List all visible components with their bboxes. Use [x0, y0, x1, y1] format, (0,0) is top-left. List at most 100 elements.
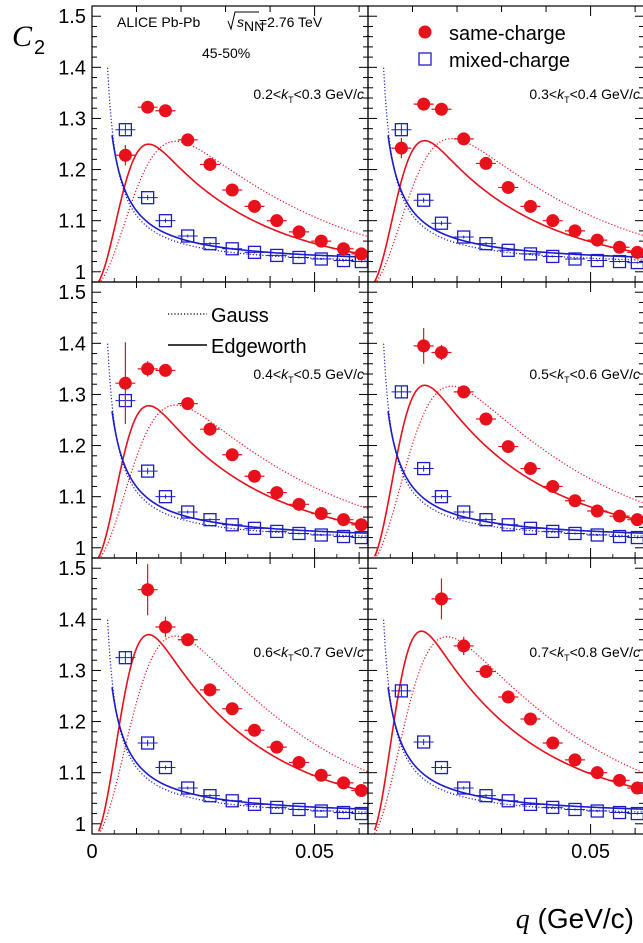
same-charge-point	[479, 664, 493, 678]
same-charge-point	[314, 234, 328, 248]
panel-frame	[91, 557, 369, 835]
panel-plot-area	[97, 342, 368, 558]
panel-plot-area	[97, 67, 368, 282]
y-tick-label: 1.1	[58, 763, 86, 785]
same-charge-point	[630, 513, 643, 527]
mixed-charge-point	[394, 123, 409, 137]
same-charge-point	[630, 781, 643, 795]
mixed-charge-gauss-curve	[382, 619, 643, 813]
same-charge-point	[354, 784, 368, 798]
legend-mixed-charge-label: mixed-charge	[449, 50, 570, 72]
same-charge-point	[314, 507, 328, 521]
same-charge-point	[270, 486, 284, 500]
same-charge-point	[523, 199, 537, 213]
same-charge-gauss-curve	[375, 138, 643, 282]
same-charge-point	[141, 100, 155, 114]
panel-kt-0.7-0.8: 0.7<kT<0.8 GeV/c	[367, 557, 643, 835]
same-charge-point	[354, 518, 368, 532]
x-tick-labels: 0 0.05 0.05	[86, 841, 610, 863]
same-charge-point	[225, 448, 239, 462]
mixed-charge-point	[118, 651, 133, 665]
same-charge-point	[118, 376, 132, 390]
mixed-charge-point	[479, 237, 493, 251]
mixed-charge-point	[140, 464, 155, 478]
mixed-charge-point	[181, 505, 195, 519]
same-charge-point	[203, 683, 217, 697]
mixed-charge-point	[590, 804, 604, 818]
same-charge-point	[225, 702, 239, 716]
panel-plot-area	[97, 564, 368, 834]
mixed-charge-point	[270, 800, 284, 815]
same-charge-point	[354, 247, 368, 261]
mixed-charge-point	[247, 797, 262, 812]
energy-symbol: s	[237, 14, 244, 30]
mixed-charge-edgeworth-curve	[387, 411, 643, 534]
same-charge-point	[292, 497, 306, 511]
same-charge-edgeworth-curve	[97, 633, 368, 832]
same-charge-point	[568, 494, 582, 508]
same-charge-point	[479, 156, 493, 170]
mixed-charge-point	[434, 760, 449, 775]
panel-plot-area	[373, 67, 643, 282]
legend-lines: Gauss Edgeworth	[168, 305, 307, 358]
mixed-charge-point	[416, 193, 431, 207]
mixed-charge-edgeworth-curve	[111, 687, 367, 810]
same-charge-point	[457, 639, 471, 653]
same-charge-point	[337, 242, 351, 256]
kt-range-label: 0.2<kT<0.3 GeV/c	[253, 86, 364, 105]
y-tick-label: 1.3	[58, 108, 86, 130]
energy-subscript: NN	[244, 18, 264, 34]
mixed-charge-point	[416, 461, 431, 476]
mixed-charge-point	[523, 797, 538, 812]
same-charge-point	[337, 776, 351, 790]
mixed-charge-point	[630, 806, 643, 821]
mixed-charge-point	[314, 528, 328, 542]
sqrt-sign	[227, 11, 259, 31]
same-charge-point	[394, 141, 408, 155]
same-charge-point	[292, 755, 306, 769]
same-charge-point	[434, 346, 448, 360]
y-tick-label: 1	[75, 814, 86, 836]
legend-mixed-charge-marker	[418, 52, 432, 66]
same-charge-point	[118, 148, 132, 162]
same-charge-point	[225, 183, 239, 197]
mixed-charge-point	[612, 529, 627, 544]
same-charge-gauss-curve	[374, 636, 643, 834]
mixed-charge-edgeworth-curve	[387, 135, 643, 258]
kt-range-label: 0.4<kT<0.5 GeV/c	[253, 366, 364, 385]
mixed-charge-point	[394, 684, 409, 698]
same-charge-point	[590, 233, 604, 247]
same-charge-point	[613, 509, 627, 523]
experiment-label: ALICE Pb-Pb	[117, 14, 200, 30]
mixed-charge-point	[314, 804, 328, 818]
y-tick-labels: 11.11.21.31.41.511.11.21.31.41.511.11.21…	[58, 6, 86, 836]
same-charge-point	[292, 225, 306, 239]
legend-edgeworth-label: Edgeworth	[211, 336, 307, 358]
mixed-charge-point	[203, 789, 217, 803]
mixed-charge-point	[457, 230, 471, 244]
same-charge-point	[479, 412, 493, 426]
same-charge-gauss-curve	[98, 635, 368, 834]
mixed-charge-point	[140, 191, 155, 205]
mixed-charge-point	[225, 794, 239, 808]
same-charge-point	[630, 245, 643, 259]
kt-range-label: 0.5<kT<0.6 GeV/c	[529, 366, 640, 385]
mixed-charge-point	[158, 760, 173, 775]
same-charge-point	[270, 214, 284, 228]
y-tick-label: 1.1	[58, 487, 86, 509]
x-axis-title: q (GeV/c)	[516, 903, 634, 935]
mixed-charge-point	[568, 252, 582, 266]
mixed-charge-point	[416, 735, 431, 749]
mixed-charge-point	[140, 736, 155, 750]
y-axis-symbol: C	[12, 20, 33, 53]
same-charge-point	[181, 397, 195, 411]
y-tick-label: 1.4	[58, 333, 86, 355]
legend-markers: same-charge mixed-charge	[418, 23, 570, 72]
same-charge-point	[590, 504, 604, 518]
same-charge-point	[417, 339, 431, 353]
y-tick-label: 1.3	[58, 660, 86, 682]
mixed-charge-point	[181, 781, 195, 795]
mixed-charge-edgeworth-curve	[387, 687, 643, 810]
